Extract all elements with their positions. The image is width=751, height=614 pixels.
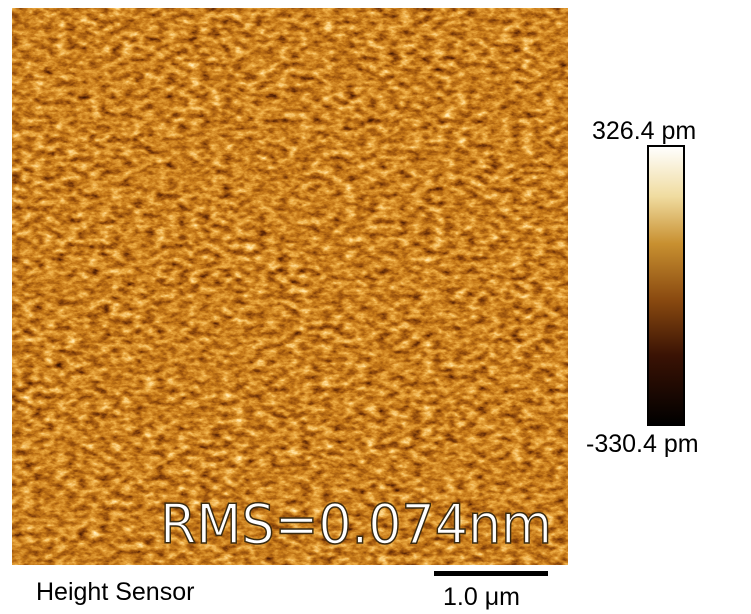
afm-texture: [12, 8, 568, 565]
scale-bar-label: 1.0 μm: [443, 583, 520, 611]
rms-label: RMS=0.074nm: [160, 493, 552, 556]
colorbar: [647, 145, 685, 426]
colorbar-max: 326.4 pm: [592, 117, 696, 145]
scale-bar: [434, 571, 548, 576]
colorbar-min: -330.4 pm: [586, 430, 699, 458]
channel-label: Height Sensor: [36, 578, 194, 606]
